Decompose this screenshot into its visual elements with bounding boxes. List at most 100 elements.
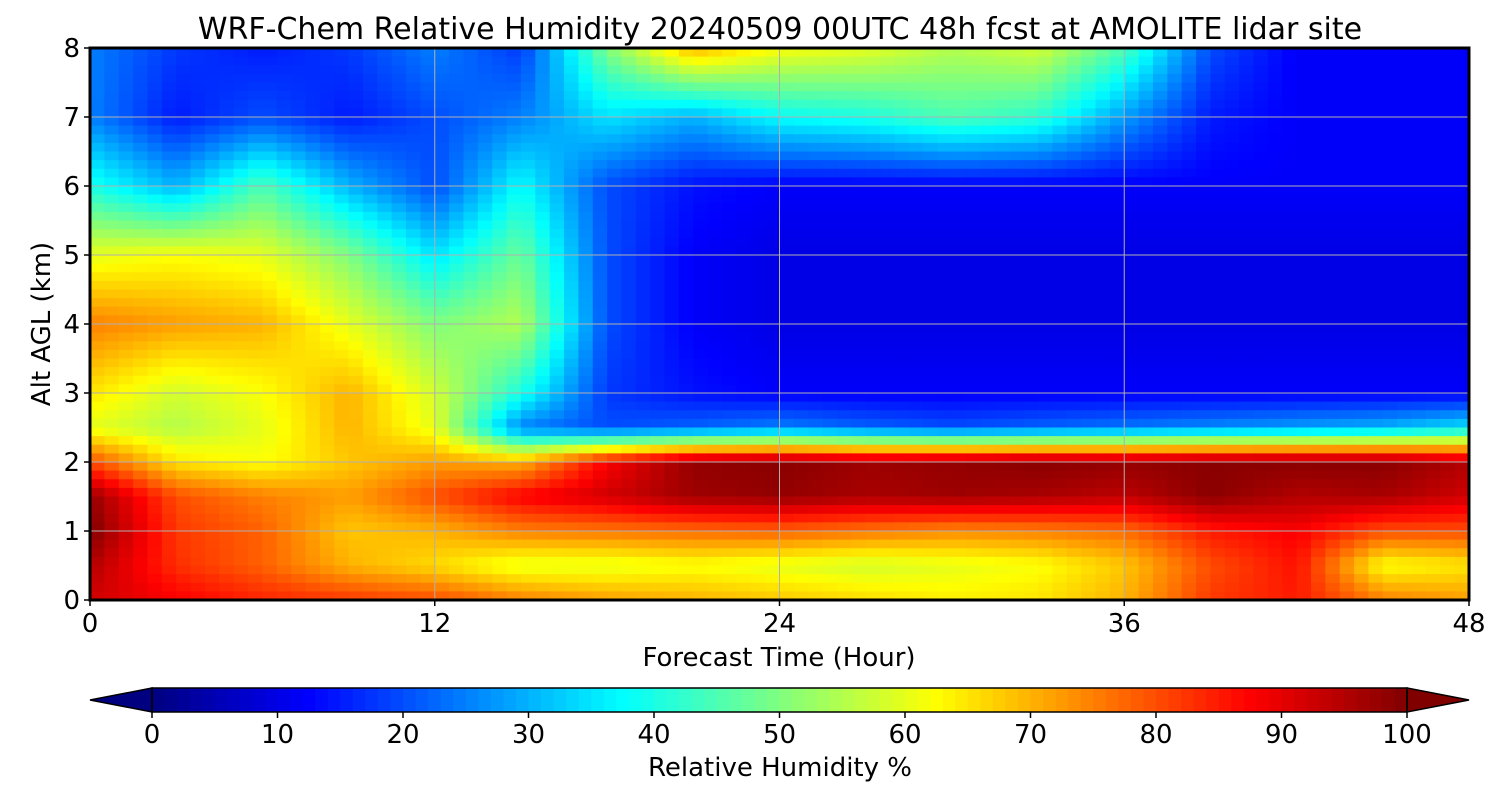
heatmap-cell xyxy=(1267,117,1283,127)
heatmap-cell xyxy=(248,177,263,187)
heatmap-cell xyxy=(908,186,924,196)
heatmap-cell xyxy=(463,470,479,480)
heatmap-cell xyxy=(147,65,163,75)
heatmap-cell xyxy=(564,487,579,498)
heatmap-cell xyxy=(1023,91,1039,101)
heatmap-cell xyxy=(966,237,982,247)
heatmap-cell xyxy=(1382,306,1398,316)
heatmap-cell xyxy=(851,177,867,187)
heatmap-cell xyxy=(1081,401,1097,411)
heatmap-cell xyxy=(1023,125,1039,135)
heatmap-cell xyxy=(592,160,608,170)
heatmap-cell xyxy=(1339,479,1355,489)
heatmap-cell xyxy=(851,306,867,316)
heatmap-cell xyxy=(1354,410,1370,420)
heatmap-cell xyxy=(535,462,551,472)
heatmap-cell xyxy=(104,168,120,178)
heatmap-cell xyxy=(1411,393,1427,403)
heatmap-cell xyxy=(1397,91,1413,101)
heatmap-cell xyxy=(420,73,436,84)
heatmap-cell xyxy=(549,341,565,351)
heatmap-cell xyxy=(348,194,364,204)
heatmap-cell xyxy=(678,237,694,247)
heatmap-cell xyxy=(219,280,235,291)
heatmap-cell xyxy=(1152,462,1168,472)
heatmap-cell xyxy=(520,401,536,411)
heatmap-cell xyxy=(1066,237,1082,247)
heatmap-cell xyxy=(822,151,838,161)
heatmap-cell xyxy=(248,289,263,299)
heatmap-cell xyxy=(1454,453,1470,463)
heatmap-cell xyxy=(592,48,608,58)
heatmap-cell xyxy=(1167,48,1183,58)
heatmap-cell xyxy=(1224,117,1240,127)
heatmap-cell xyxy=(90,384,105,394)
heatmap-cell xyxy=(937,375,953,385)
heatmap-cell xyxy=(463,211,479,222)
heatmap-cell xyxy=(592,349,608,360)
heatmap-cell xyxy=(607,418,623,429)
heatmap-cell xyxy=(348,289,364,299)
heatmap-cell xyxy=(1382,160,1398,170)
heatmap-cell xyxy=(1253,91,1269,101)
heatmap-cell xyxy=(248,246,263,256)
heatmap-cell xyxy=(865,470,881,480)
heatmap-cell xyxy=(707,246,723,256)
heatmap-cell xyxy=(1009,168,1025,178)
heatmap-cell xyxy=(1224,255,1240,265)
heatmap-cell xyxy=(894,298,910,308)
heatmap-cell xyxy=(1009,108,1025,118)
heatmap-cell xyxy=(477,324,493,334)
heatmap-cell xyxy=(1052,410,1068,420)
heatmap-cell xyxy=(1181,168,1197,178)
heatmap-cell xyxy=(635,263,651,273)
heatmap-cell xyxy=(1397,358,1413,368)
heatmap-cell xyxy=(1167,349,1183,360)
heatmap-cell xyxy=(923,211,939,222)
heatmap-cell xyxy=(707,220,723,230)
heatmap-cell xyxy=(621,298,637,308)
heatmap-cell xyxy=(190,401,206,411)
heatmap-cell xyxy=(463,134,479,144)
heatmap-cell xyxy=(736,453,752,463)
heatmap-cell xyxy=(1009,73,1025,84)
heatmap-cell xyxy=(980,125,996,135)
heatmap-cell xyxy=(822,168,838,178)
heatmap-cell xyxy=(1411,436,1427,446)
heatmap-cell xyxy=(1368,289,1384,299)
heatmap-cell xyxy=(1339,160,1355,170)
heatmap-cell xyxy=(851,255,867,265)
heatmap-cell xyxy=(1124,272,1140,282)
heatmap-cell xyxy=(1081,177,1097,187)
heatmap-cell xyxy=(506,479,522,489)
heatmap-cell xyxy=(1038,194,1054,204)
heatmap-cell xyxy=(463,99,479,109)
heatmap-cell xyxy=(966,142,982,153)
heatmap-cell xyxy=(607,436,623,446)
heatmap-cell xyxy=(1023,82,1039,92)
heatmap-cell xyxy=(391,315,407,325)
heatmap-cell xyxy=(1196,108,1212,118)
heatmap-cell xyxy=(391,470,407,480)
heatmap-cell xyxy=(1181,324,1197,334)
heatmap-cell xyxy=(1138,349,1154,360)
heatmap-cell xyxy=(908,134,924,144)
heatmap-cell xyxy=(1066,444,1082,454)
heatmap-cell xyxy=(822,142,838,153)
heatmap-cell xyxy=(90,401,105,411)
heatmap-cell xyxy=(865,341,881,351)
heatmap-cell xyxy=(951,186,967,196)
heatmap-cell xyxy=(607,453,623,463)
heatmap-cell xyxy=(650,108,666,118)
heatmap-cell xyxy=(1339,436,1355,446)
heatmap-cell xyxy=(492,229,508,239)
heatmap-cell xyxy=(1095,280,1111,291)
heatmap-cell xyxy=(1081,142,1097,153)
heatmap-cell xyxy=(1282,203,1298,213)
heatmap-cell xyxy=(549,91,565,101)
heatmap-cell xyxy=(1009,177,1025,187)
heatmap-cell xyxy=(1354,203,1370,213)
heatmap-cell xyxy=(391,160,407,170)
heatmap-cell xyxy=(923,462,939,472)
heatmap-cell xyxy=(779,289,795,299)
